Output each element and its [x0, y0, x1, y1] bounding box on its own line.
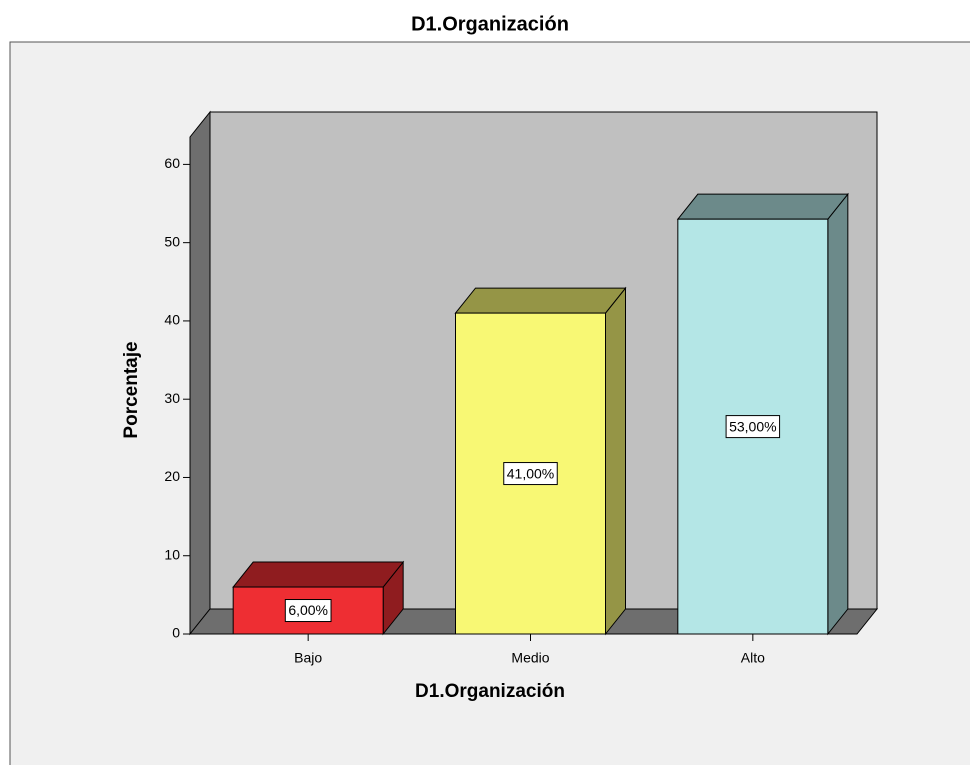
- y-tick-label: 20: [164, 468, 180, 484]
- y-tick-label: 10: [164, 546, 180, 562]
- x-tick-label: Medio: [511, 650, 549, 666]
- side-wall: [189, 110, 211, 636]
- x-tick-label: Alto: [741, 650, 765, 666]
- bar-top: [676, 193, 849, 220]
- bar-top: [454, 287, 627, 314]
- chart-title: D1.Organización: [411, 13, 569, 35]
- y-tick-label: 50: [164, 233, 180, 249]
- x-axis-title: D1.Organización: [415, 681, 565, 702]
- bar-side: [605, 286, 626, 636]
- data-label: 53,00%: [729, 418, 776, 434]
- data-label-box: [284, 599, 332, 623]
- data-label-box: [725, 415, 781, 439]
- data-label-box: [503, 462, 558, 486]
- y-tick-label: 0: [172, 625, 180, 641]
- bar-top: [232, 561, 405, 588]
- data-label: 6,00%: [288, 602, 328, 618]
- bar-side: [827, 192, 849, 636]
- y-axis-title: Porcentaje: [121, 341, 142, 438]
- y-tick-label: 30: [164, 390, 180, 406]
- y-tick-label: 60: [164, 155, 180, 171]
- x-tick-label: Bajo: [294, 650, 322, 666]
- data-label: 41,00%: [507, 465, 554, 481]
- y-tick-label: 40: [164, 312, 180, 328]
